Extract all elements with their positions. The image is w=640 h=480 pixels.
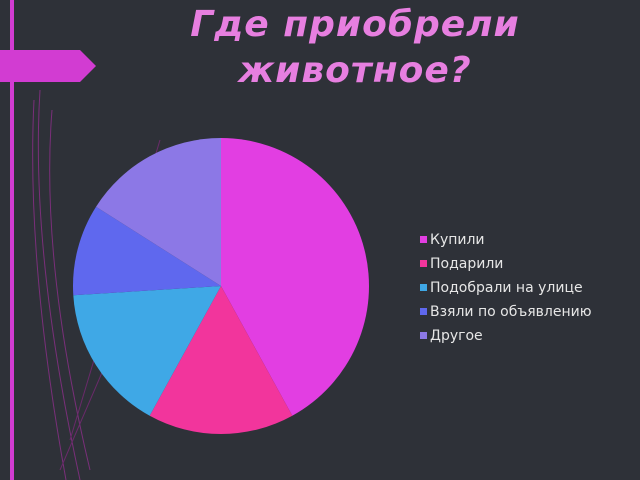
pie-slice <box>73 206 221 296</box>
chart-title: Где приобрели животное? <box>190 4 520 91</box>
decor-bar <box>10 0 14 480</box>
legend-label: Подарили <box>430 256 503 272</box>
legend-label: Подобрали на улице <box>430 280 583 296</box>
legend-label: Другое <box>430 328 483 344</box>
legend-label: Купили <box>430 232 485 248</box>
legend-swatch <box>420 236 427 243</box>
decor-arrow <box>0 50 96 82</box>
legend-swatch <box>420 284 427 291</box>
legend-label: Взяли по объявлению <box>430 304 592 320</box>
pie-slice <box>221 138 370 416</box>
pie-slice <box>149 286 293 434</box>
legend-swatch <box>420 332 427 339</box>
pie-slice <box>73 286 221 416</box>
legend-swatch <box>420 260 427 267</box>
pie-slice <box>96 138 221 286</box>
legend-swatch <box>420 308 427 315</box>
